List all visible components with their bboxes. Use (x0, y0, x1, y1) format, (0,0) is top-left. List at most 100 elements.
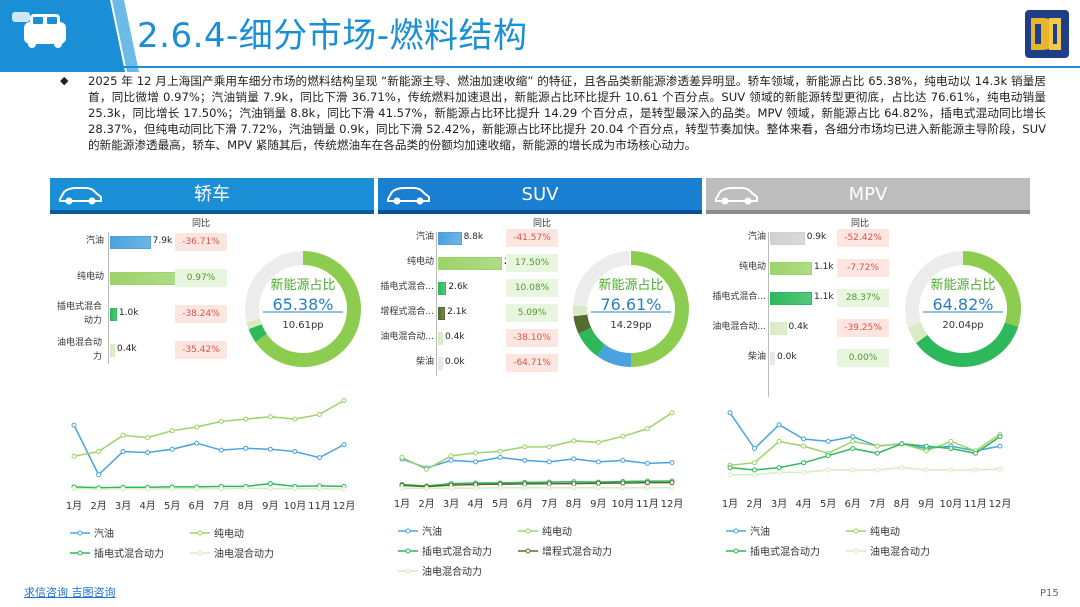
row-value: 0.4k (788, 322, 809, 332)
data-point (522, 485, 528, 491)
donut-slice (573, 251, 630, 307)
bullet-diamond-icon: ◆ (60, 74, 69, 87)
value-bar (770, 232, 805, 245)
series-line (401, 487, 672, 490)
data-point (727, 465, 733, 471)
data-point (169, 446, 175, 452)
data-point (546, 444, 552, 450)
data-point (120, 432, 126, 438)
data-point (620, 433, 626, 439)
value-bar (770, 262, 812, 275)
data-point (825, 467, 831, 473)
donut-slice (963, 251, 1021, 327)
footer-link-jitu[interactable]: 吉图咨询 (71, 586, 116, 599)
legend-swatch (70, 530, 90, 536)
footer-links: 求信咨询 吉图咨询 (24, 584, 116, 600)
x-tick-label: 10月 (284, 500, 307, 512)
data-point (972, 450, 978, 456)
data-point (316, 455, 322, 461)
series-line (401, 412, 673, 471)
x-tick-label: 2月 (418, 498, 434, 510)
data-point (874, 450, 880, 456)
data-point (948, 467, 954, 473)
panel-header: 轿车 (50, 178, 374, 214)
data-point (997, 466, 1003, 472)
series-line (73, 399, 345, 457)
footer-link-qiuxin[interactable]: 求信咨询 (24, 586, 68, 599)
data-point (243, 485, 249, 491)
value-bar (438, 357, 443, 370)
data-point (776, 422, 782, 428)
data-point (546, 485, 552, 491)
x-tick-label: 10月 (612, 498, 635, 510)
data-point (267, 414, 273, 420)
x-tick-label: 9月 (590, 498, 606, 510)
legend-label: 油电混合动力 (870, 547, 930, 558)
data-point (850, 467, 856, 473)
row-value: 0.4k (445, 332, 465, 342)
panel-title: MPV (848, 184, 888, 205)
yoy-column-header: 同比 (533, 219, 552, 229)
data-point (801, 436, 807, 442)
row-value: 1.1k (814, 262, 834, 272)
data-point (620, 485, 626, 491)
x-tick-label: 11月 (308, 500, 331, 512)
legend-label: 纯电动 (214, 529, 244, 540)
data-point (194, 424, 200, 430)
data-point (473, 459, 479, 465)
data-point (595, 439, 601, 445)
divider (108, 232, 109, 364)
yoy-change: 10.08% (506, 279, 558, 297)
yoy-change: -36.71% (175, 233, 227, 251)
yoy-change: 5.09% (506, 304, 558, 322)
donut-value: 64.82% (932, 295, 994, 314)
series-line (730, 466, 1001, 476)
x-tick-label: 11月 (636, 498, 659, 510)
x-tick-label: 12月 (333, 500, 356, 512)
data-point (801, 469, 807, 475)
yoy-change: -35.42% (175, 341, 227, 359)
data-point (497, 485, 503, 491)
x-tick-label: 5月 (492, 498, 508, 510)
data-point (752, 472, 758, 478)
data-point (825, 453, 831, 459)
vehicle-icon (59, 187, 102, 205)
x-tick-label: 4月 (139, 500, 155, 512)
data-point (316, 411, 322, 417)
data-point (145, 486, 151, 492)
data-point (874, 443, 880, 449)
data-point (267, 486, 273, 492)
legend-label: 插电式混合动力 (750, 547, 820, 558)
monthly-trend-chart: 1月 2月 3月 4月 5月 6月 7月 8月 9月 10月 11月 12月 (722, 410, 1011, 510)
row-value: 7.9k (152, 236, 173, 246)
panel-title: 轿车 (194, 184, 230, 205)
data-point (923, 467, 929, 473)
legend-label: 油电混合动力 (214, 549, 274, 560)
data-point (801, 460, 807, 466)
x-tick-label: 2月 (90, 500, 106, 512)
value-bar (110, 236, 151, 249)
brand-logo-icon (1025, 10, 1069, 58)
divider (768, 232, 769, 397)
data-point (546, 481, 552, 487)
panel-header-bg (378, 178, 702, 214)
data-point (644, 485, 650, 491)
donut-slice (573, 305, 588, 317)
legend-swatch (190, 550, 210, 556)
row-label: 纯电动 (406, 257, 434, 267)
series-line (401, 481, 672, 488)
donut-slice (573, 314, 592, 334)
series-line (73, 424, 345, 477)
x-tick-label: 1月 (66, 500, 82, 512)
data-point (669, 480, 675, 486)
divider (436, 232, 437, 376)
row-value: 0.0k (777, 352, 797, 362)
data-point (546, 459, 552, 465)
data-point (96, 449, 102, 455)
legend-swatch (398, 568, 418, 574)
value-bar (110, 308, 117, 321)
donut-title: 新能源占比 (270, 278, 336, 293)
data-point (997, 443, 1003, 449)
row-label: 汽油 (747, 232, 766, 242)
panel-title: SUV (521, 184, 559, 205)
